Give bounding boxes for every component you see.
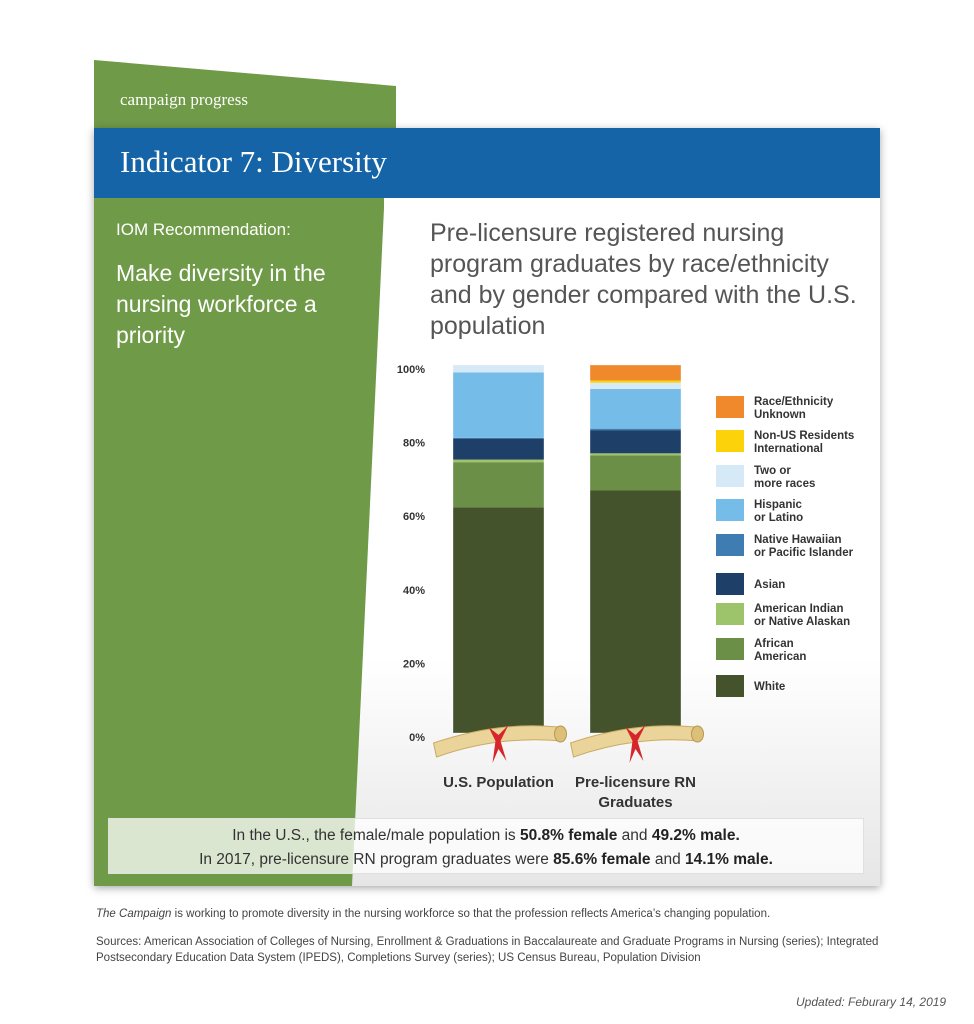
legend-label: White bbox=[754, 681, 785, 693]
legend-swatch bbox=[716, 603, 744, 625]
legend-swatch bbox=[716, 430, 744, 452]
legend-swatch bbox=[716, 675, 744, 697]
y-tick-label: 80% bbox=[403, 438, 425, 450]
legend-label: International bbox=[754, 443, 823, 455]
x-category-label: Graduates bbox=[598, 794, 672, 811]
gender-note: In the U.S., the female/male population … bbox=[108, 818, 864, 874]
y-tick-label: 0% bbox=[409, 732, 425, 744]
legend-swatch bbox=[716, 465, 744, 487]
legend-label: more races bbox=[754, 478, 815, 490]
gender-note-line-2: In 2017, pre-licensure RN program gradua… bbox=[199, 851, 773, 868]
y-tick-label: 20% bbox=[403, 658, 425, 670]
updated-date: Updated: Feburary 14, 2019 bbox=[796, 995, 947, 1009]
legend-label: American Indian bbox=[754, 603, 843, 615]
bar-segment-native-hawaiian-or-pacific-islander bbox=[453, 437, 544, 439]
legend-label: Unknown bbox=[754, 409, 806, 421]
y-tick-label: 60% bbox=[403, 511, 425, 523]
x-category-label: U.S. Population bbox=[443, 774, 554, 791]
bar-segment-race-ethnicity-unknown bbox=[590, 365, 681, 381]
campaign-note: The Campaign is working to promote diver… bbox=[96, 908, 771, 920]
legend-label: or Native Alaskan bbox=[754, 616, 850, 628]
sources-note: Sources: American Association of College… bbox=[96, 936, 879, 964]
chart-title: Pre-licensure registered nursing program… bbox=[430, 219, 857, 340]
diploma-icon bbox=[569, 725, 704, 763]
legend-swatch bbox=[716, 396, 744, 418]
diploma-icon bbox=[432, 725, 567, 763]
iom-recommendation-text: Make diversity in the nursing workforce … bbox=[116, 260, 326, 348]
bar-segment-african-american bbox=[590, 455, 681, 491]
bar-segment-hispanic-or-latino bbox=[453, 372, 544, 438]
bar-segment-american-indian-or-native-alaskan bbox=[590, 453, 681, 456]
legend-label: Hispanic bbox=[754, 499, 803, 511]
bar-segment-native-hawaiian-or-pacific-islander bbox=[590, 428, 681, 431]
y-tick-label: 40% bbox=[403, 585, 425, 597]
legend-label: Native Hawaiian bbox=[754, 534, 842, 546]
bar-segment-african-american bbox=[453, 462, 544, 508]
legend-swatch bbox=[716, 499, 744, 521]
bar-segment-hispanic-or-latino bbox=[590, 388, 681, 429]
bar-segment-white bbox=[453, 507, 544, 733]
bar-segment-asian bbox=[590, 430, 681, 454]
legend-swatch bbox=[716, 534, 744, 556]
legend-label: American bbox=[754, 651, 806, 663]
indicator-title: Indicator 7: Diversity bbox=[120, 144, 387, 179]
legend-label: or Pacific Islander bbox=[754, 547, 854, 559]
legend-label: or Latino bbox=[754, 512, 803, 524]
legend-swatch bbox=[716, 573, 744, 595]
bar-segment-non-us-residents-international bbox=[590, 380, 681, 383]
legend-label: Non-US Residents bbox=[754, 430, 854, 442]
y-tick-label: 100% bbox=[397, 364, 425, 376]
legend-label: African bbox=[754, 638, 794, 650]
gender-note-line-1: In the U.S., the female/male population … bbox=[232, 827, 740, 844]
legend-label: Two or bbox=[754, 465, 791, 477]
bar-segment-american-indian-or-native-alaskan bbox=[453, 459, 544, 463]
bar-segment-two-or-more-races bbox=[590, 382, 681, 389]
x-category-label: Pre-licensure RN bbox=[575, 774, 696, 791]
bar-segment-two-or-more-races bbox=[453, 365, 544, 373]
bar-segment-asian bbox=[453, 438, 544, 460]
legend-label: Race/Ethnicity bbox=[754, 396, 834, 408]
legend-label: Asian bbox=[754, 579, 785, 591]
bar-segment-white bbox=[590, 490, 681, 733]
legend-swatch bbox=[716, 638, 744, 660]
indicator-header-bar bbox=[94, 128, 880, 198]
campaign-progress-label: campaign progress bbox=[120, 90, 248, 109]
iom-recommendation-label: IOM Recommendation: bbox=[116, 220, 291, 239]
